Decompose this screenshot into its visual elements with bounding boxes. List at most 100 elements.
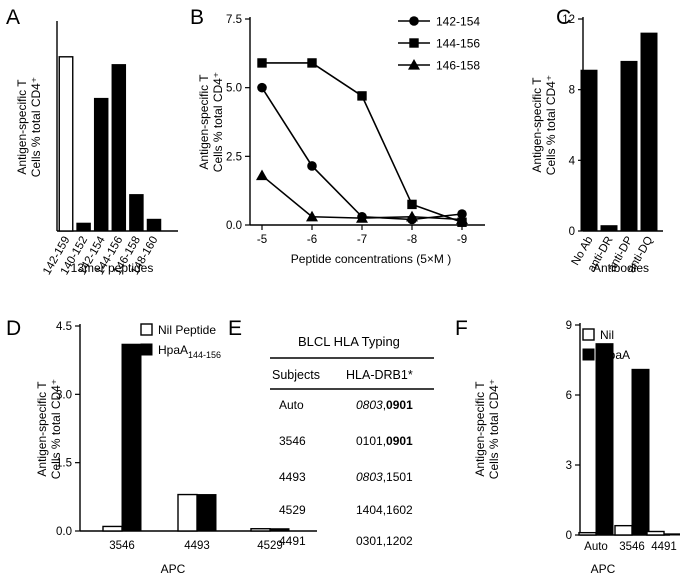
legend-entry-subscript: 144-156	[188, 350, 221, 360]
y-axis-label: Antigen-specific TCells % total CD4⁺	[197, 72, 225, 172]
panel-letter: C	[556, 6, 571, 29]
y-axis-label-line: Antigen-specific T	[530, 77, 544, 173]
y-tick-label: 8	[569, 85, 575, 97]
y-axis-label: Antigen-specific TCells % total CD4⁺	[530, 75, 558, 175]
table-cell-alleles: 0301,1202	[356, 534, 413, 548]
bar	[146, 218, 162, 232]
bar	[129, 194, 144, 232]
legend: Nil HpaA	[582, 328, 630, 362]
allele-segment: 0901	[386, 434, 413, 448]
legend-entry: Nil	[600, 328, 614, 342]
panel-D: D Antigen-specific TCells % total CD4⁺ APC…	[6, 317, 317, 576]
x-tick-label: 4493	[184, 540, 210, 552]
y-tick-label: 9	[566, 320, 572, 332]
legend-entry: Nil Peptide	[158, 323, 216, 337]
y-tick-label: 4.5	[56, 321, 72, 333]
y-tick-label: 2.5	[226, 151, 242, 163]
table-title: BLCL HLA Typing	[298, 334, 400, 349]
table-header: HLA-DRB1*	[346, 368, 413, 382]
bar	[580, 69, 598, 232]
panel-letter: D	[6, 317, 21, 340]
bar	[631, 368, 650, 536]
bar	[620, 60, 638, 232]
data-point	[307, 161, 317, 171]
data-point	[307, 58, 317, 68]
data-point	[456, 213, 468, 225]
panel-A: A Antigen-specific TCells % total CD4⁺ 13m…	[6, 6, 178, 277]
bar	[600, 225, 618, 232]
bar	[595, 343, 614, 536]
bar	[58, 56, 74, 232]
table-cell-alleles: 1404,1602	[356, 503, 413, 517]
data-point	[257, 58, 267, 68]
table-cell-subject: Auto	[279, 398, 304, 412]
data-point	[257, 82, 267, 93]
data-point	[306, 210, 318, 222]
allele-segment: 0901	[386, 398, 413, 412]
legend-entry-name: Nil Peptide	[158, 323, 216, 337]
bar	[578, 531, 597, 536]
y-tick-label: 0	[566, 530, 572, 542]
table-cell-subject: 4493	[279, 470, 306, 484]
legend-swatch	[140, 323, 153, 336]
y-tick-label: 7.5	[226, 14, 242, 26]
allele-segment: ,1501	[383, 470, 413, 484]
x-tick-label: -8	[407, 234, 417, 246]
y-tick-label: 5.0	[226, 83, 242, 95]
table-cell-subject: 4491	[279, 534, 306, 548]
bar	[250, 528, 271, 532]
data-point	[357, 91, 367, 101]
bar	[614, 524, 633, 536]
legend: Nil Peptide HpaA144-156	[140, 323, 221, 360]
x-tick-label: 4529	[257, 540, 283, 552]
bar	[93, 97, 109, 232]
y-axis-label-line: Cells % total CD4⁺	[29, 77, 43, 177]
x-tick-label: -7	[357, 234, 367, 246]
y-axis-label-line: Cells % total CD4⁺	[487, 379, 501, 479]
x-tick-label: -9	[457, 234, 467, 246]
x-axis-label: APC	[591, 562, 616, 576]
series-line-144-156	[262, 62, 463, 224]
legend-swatch	[582, 348, 595, 361]
allele-segment: ,	[383, 398, 386, 412]
legend-entry-name: HpaA	[158, 343, 188, 357]
bar	[111, 64, 127, 232]
bar	[121, 343, 142, 532]
legend-swatch	[140, 343, 153, 356]
y-axis-label-line: Cells % total CD4⁺	[544, 75, 558, 175]
x-axis-label: APC	[161, 562, 186, 576]
panel-letter: B	[190, 6, 204, 29]
y-tick-label: 4	[569, 155, 576, 167]
bar	[663, 533, 680, 536]
y-tick-label: 0.0	[226, 220, 242, 232]
panel-E-table: E BLCL HLA Typing Subjects HLA-DRB1* Auto 080…	[228, 317, 434, 548]
bar	[177, 493, 198, 532]
legend-swatch	[582, 328, 595, 341]
y-axis-label: Antigen-specific TCells % total CD4⁺	[35, 379, 63, 479]
y-axis-label-line: Cells % total CD4⁺	[49, 379, 63, 479]
bar	[196, 494, 217, 532]
y-axis-label-line: Antigen-specific T	[197, 74, 211, 170]
legend-entry: HpaA144-156	[158, 343, 221, 360]
data-point	[256, 169, 268, 181]
y-tick-label: 0.0	[56, 526, 72, 538]
y-axis-label-line: Antigen-specific T	[35, 381, 49, 477]
data-point	[356, 212, 368, 223]
panel-letter: A	[6, 6, 20, 29]
allele-segment: 0101,	[356, 434, 386, 448]
allele-segment: 0803	[356, 398, 383, 412]
y-tick-label: 0	[569, 226, 575, 238]
x-axis-label: Antibodies	[593, 261, 649, 275]
y-tick-label: 6	[566, 390, 572, 402]
legend-entry-name: Nil	[600, 328, 614, 342]
legend-entry-name: HpaA	[600, 348, 630, 362]
y-axis-label: Antigen-specific TCells % total CD4⁺	[473, 379, 501, 479]
x-axis-label: 13mer peptides	[71, 261, 154, 275]
x-tick-label: 4491	[651, 541, 677, 553]
legend-marker	[409, 38, 419, 48]
table-cell-alleles: 0101,0901	[356, 434, 413, 448]
legend: 142-154 144-156 146-158	[398, 15, 480, 73]
x-axis-label: Peptide concentrations (5×M )	[291, 252, 451, 266]
